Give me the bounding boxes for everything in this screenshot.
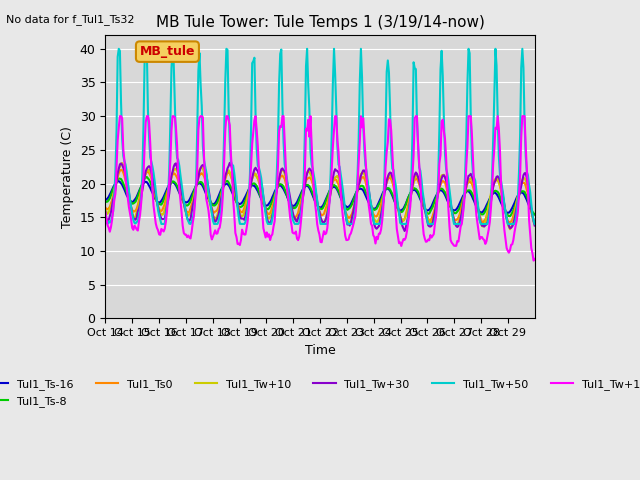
Tul1_Tw+50	[474, 197, 481, 203]
Tul1_Tw+30	[129, 216, 137, 221]
X-axis label: Time: Time	[305, 344, 335, 357]
Tul1_Ts-8	[323, 194, 331, 200]
Tul1_Tw+10	[409, 185, 417, 191]
Line: Tul1_Ts0: Tul1_Ts0	[106, 170, 534, 223]
Tul1_Tw+30	[102, 209, 109, 215]
Tul1_Ts-16	[529, 210, 536, 216]
Tul1_Tw+100	[102, 210, 109, 216]
Line: Tul1_Ts-8: Tul1_Ts-8	[106, 177, 534, 216]
Tul1_Ts-16	[117, 180, 125, 186]
Tul1_Tw+10	[530, 218, 538, 224]
Tul1_Tw+10	[102, 207, 109, 213]
Tul1_Ts-8	[506, 214, 514, 219]
Tul1_Tw+30	[531, 223, 538, 228]
Tul1_Tw+30	[474, 201, 481, 206]
Tul1_Tw+10	[531, 222, 538, 228]
Tul1_Tw+30	[530, 218, 538, 224]
Tul1_Ts0	[409, 182, 417, 188]
Line: Tul1_Tw+10: Tul1_Tw+10	[106, 163, 534, 229]
Tul1_Tw+50	[132, 220, 140, 226]
Title: MB Tule Tower: Tule Temps 1 (3/19/14-now): MB Tule Tower: Tule Temps 1 (3/19/14-now…	[156, 15, 484, 30]
Tul1_Tw+100	[409, 172, 417, 178]
Tul1_Tw+50	[410, 60, 417, 65]
Tul1_Ts0	[102, 204, 109, 210]
Tul1_Tw+30	[401, 228, 408, 234]
Tul1_Tw+100	[529, 250, 536, 256]
Tul1_Tw+10	[506, 227, 514, 232]
Line: Tul1_Tw+30: Tul1_Tw+30	[106, 163, 534, 231]
Y-axis label: Temperature (C): Temperature (C)	[61, 126, 74, 228]
Tul1_Ts0	[117, 167, 125, 173]
Tul1_Ts-8	[129, 201, 137, 206]
Tul1_Ts-16	[115, 178, 123, 184]
Tul1_Ts-16	[323, 193, 331, 199]
Tul1_Ts-8	[102, 199, 109, 204]
Tul1_Ts-8	[531, 212, 538, 217]
Tul1_Tw+100	[116, 113, 124, 119]
Tul1_Tw+50	[102, 213, 109, 218]
Tul1_Tw+10	[323, 207, 331, 213]
Line: Tul1_Tw+50: Tul1_Tw+50	[106, 49, 534, 224]
Tul1_Tw+50	[324, 209, 332, 215]
Tul1_Tw+50	[115, 46, 123, 52]
Tul1_Ts0	[131, 208, 138, 214]
Tul1_Tw+10	[116, 164, 124, 170]
Tul1_Ts0	[531, 220, 538, 226]
Tul1_Tw+10	[131, 215, 138, 220]
Legend: Tul1_Ts-16, Tul1_Ts-8, Tul1_Ts0, Tul1_Tw+10, Tul1_Tw+30, Tul1_Tw+50, Tul1_Tw+100: Tul1_Ts-16, Tul1_Ts-8, Tul1_Ts0, Tul1_Tw…	[0, 375, 640, 411]
Line: Tul1_Ts-16: Tul1_Ts-16	[106, 181, 534, 214]
Tul1_Ts-16	[531, 211, 538, 217]
Tul1_Ts-8	[116, 176, 124, 181]
Tul1_Ts0	[530, 217, 538, 223]
Tul1_Tw+100	[531, 256, 538, 262]
Tul1_Tw+30	[410, 175, 417, 180]
Tul1_Tw+50	[530, 217, 538, 223]
Tul1_Ts-16	[472, 204, 480, 209]
Line: Tul1_Tw+100: Tul1_Tw+100	[106, 116, 534, 261]
Tul1_Tw+100	[131, 223, 138, 228]
Tul1_Ts-8	[409, 187, 417, 192]
Tul1_Ts0	[323, 201, 331, 206]
Tul1_Ts0	[116, 168, 124, 174]
Tul1_Ts-16	[102, 197, 109, 203]
Tul1_Ts-16	[131, 197, 138, 203]
Tul1_Tw+50	[531, 221, 538, 227]
Tul1_Tw+50	[118, 136, 126, 142]
Tul1_Ts0	[479, 220, 487, 226]
Tul1_Ts0	[472, 199, 480, 205]
Tul1_Tw+50	[104, 221, 111, 227]
Tul1_Ts-16	[409, 188, 417, 193]
Tul1_Tw+100	[472, 213, 480, 218]
Tul1_Ts-8	[530, 210, 538, 216]
Text: No data for f_Tul1_Ts32: No data for f_Tul1_Ts32	[6, 14, 135, 25]
Tul1_Tw+10	[472, 194, 480, 200]
Tul1_Tw+100	[117, 113, 125, 119]
Tul1_Ts-8	[472, 202, 480, 208]
Tul1_Ts-8	[143, 174, 150, 180]
Tul1_Tw+10	[118, 160, 126, 166]
Text: MB_tule: MB_tule	[140, 45, 195, 58]
Tul1_Tw+30	[226, 160, 234, 166]
Tul1_Tw+100	[530, 258, 538, 264]
Tul1_Tw+30	[323, 211, 331, 216]
Tul1_Tw+100	[323, 225, 331, 231]
Tul1_Tw+30	[116, 161, 124, 167]
